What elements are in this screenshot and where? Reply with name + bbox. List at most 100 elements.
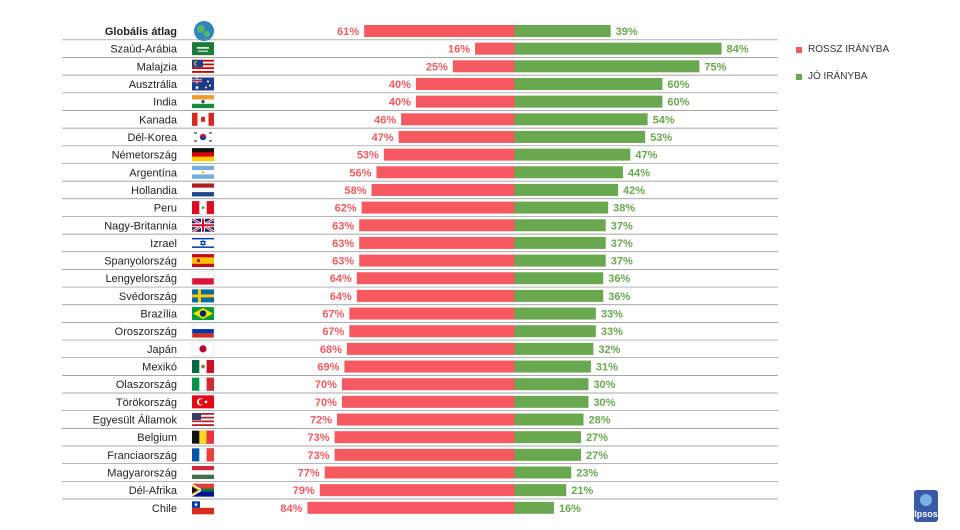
france-flag-icon	[192, 448, 214, 462]
data-label-positive: 31%	[596, 362, 618, 374]
data-label-negative: 40%	[389, 97, 411, 109]
argentina-flag-icon	[192, 165, 214, 179]
bar-negative	[337, 413, 515, 426]
data-label-negative: 77%	[298, 468, 320, 480]
legend-item-positive: JÓ IRÁNYBA	[796, 71, 867, 82]
bar-positive	[514, 254, 606, 267]
data-label-negative: 47%	[372, 132, 394, 144]
japan-flag-icon	[191, 342, 215, 356]
category-label: Franciaország	[107, 450, 177, 462]
bar-negative	[452, 60, 515, 73]
bar-positive	[514, 360, 591, 373]
data-label-negative: 68%	[320, 344, 342, 356]
data-label-negative: 62%	[335, 203, 357, 215]
data-label-positive: 37%	[611, 238, 633, 250]
bar-negative	[401, 113, 515, 126]
data-label-negative: 72%	[310, 415, 332, 427]
data-label-negative: 70%	[315, 397, 337, 409]
data-label-negative: 53%	[357, 150, 379, 162]
uk-flag-icon	[191, 217, 215, 233]
legend-swatch-negative	[796, 46, 802, 53]
canada-flag-icon	[192, 112, 214, 126]
data-label-positive: 42%	[623, 185, 645, 197]
category-label: Kanada	[139, 114, 178, 126]
data-label-positive: 27%	[586, 450, 608, 462]
data-label-negative: 70%	[315, 379, 337, 391]
category-label: Izrael	[150, 238, 177, 250]
category-label: Chile	[152, 503, 177, 515]
usa-flag-icon	[192, 413, 214, 427]
bar-positive	[514, 448, 582, 461]
category-label: Argentína	[129, 167, 178, 179]
data-label-positive: 47%	[635, 150, 657, 162]
data-label-positive: 23%	[576, 468, 598, 480]
data-label-positive: 32%	[598, 344, 620, 356]
hungary-flag-icon	[192, 466, 214, 479]
spain-flag-icon	[192, 254, 214, 268]
sweden-flag-icon	[192, 289, 214, 303]
legend-label-negative: ROSSZ IRÁNYBA	[808, 44, 890, 55]
chile-flag-icon	[192, 501, 214, 515]
south-africa-flag-icon	[192, 483, 214, 497]
data-label-positive: 37%	[611, 256, 633, 268]
bar-positive	[514, 342, 594, 355]
data-label-positive: 16%	[559, 503, 581, 515]
data-label-negative: 61%	[337, 26, 359, 38]
bar-positive	[514, 148, 631, 161]
ipsos-logo: Ipsos	[914, 490, 938, 522]
bar-positive	[514, 77, 663, 90]
data-label-positive: 60%	[667, 97, 689, 109]
data-label-positive: 36%	[608, 273, 630, 285]
data-label-negative: 84%	[280, 503, 302, 515]
data-label-positive: 21%	[571, 485, 593, 497]
category-label: Malajzia	[137, 61, 178, 73]
data-label-positive: 27%	[586, 432, 608, 444]
bar-negative	[415, 77, 515, 90]
category-label: Németország	[112, 150, 177, 162]
bar-negative	[346, 342, 515, 355]
bar-positive	[514, 219, 606, 232]
category-label: Dél-Korea	[127, 132, 177, 144]
data-label-positive: 36%	[608, 291, 630, 303]
australia-flag-icon	[192, 77, 214, 91]
data-label-negative: 40%	[389, 79, 411, 91]
bar-positive	[514, 42, 722, 55]
data-label-positive: 60%	[667, 79, 689, 91]
category-label: Ausztrália	[129, 79, 178, 91]
bar-positive	[514, 431, 582, 444]
bar-negative	[356, 289, 515, 302]
data-label-negative: 73%	[308, 432, 330, 444]
globe-icon	[194, 21, 214, 41]
bar-negative	[361, 201, 515, 214]
data-label-negative: 69%	[317, 362, 339, 374]
bar-negative	[371, 183, 515, 196]
category-label: Svédország	[119, 291, 177, 303]
data-label-negative: 58%	[344, 185, 366, 197]
category-label: Magyarország	[107, 468, 177, 480]
bar-negative	[359, 254, 515, 267]
bar-negative	[398, 130, 515, 143]
data-label-negative: 64%	[330, 273, 352, 285]
bar-positive	[514, 130, 646, 143]
ipsos-logo-text: Ipsos	[914, 509, 938, 519]
bar-negative	[376, 166, 515, 179]
data-label-positive: 30%	[593, 379, 615, 391]
category-label: Olaszország	[116, 379, 177, 391]
data-label-positive: 53%	[650, 132, 672, 144]
bar-positive	[514, 395, 589, 408]
bar-negative	[359, 219, 515, 232]
bar-negative	[364, 25, 515, 37]
category-label: Törökország	[116, 397, 177, 409]
israel-flag-icon	[192, 236, 214, 250]
peru-flag-icon	[192, 201, 214, 215]
data-label-positive: 38%	[613, 203, 635, 215]
bar-negative	[475, 42, 515, 55]
ipsos-logo-mark	[920, 494, 932, 506]
data-label-positive: 33%	[601, 309, 623, 321]
data-label-positive: 37%	[611, 220, 633, 232]
poland-flag-icon	[191, 271, 215, 285]
belgium-flag-icon	[192, 430, 214, 444]
data-label-negative: 25%	[426, 61, 448, 73]
data-label-positive: 75%	[704, 61, 726, 73]
